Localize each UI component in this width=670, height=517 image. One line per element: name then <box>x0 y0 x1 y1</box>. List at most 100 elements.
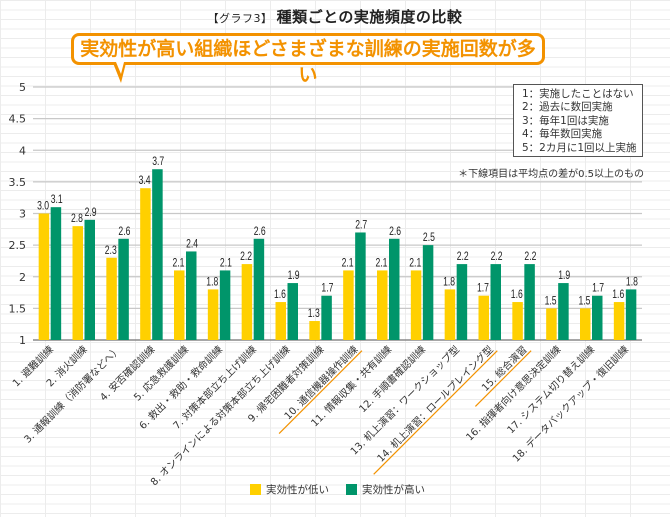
bar-high <box>456 264 468 340</box>
bar-high <box>186 251 197 340</box>
data-label-high: 2.6 <box>254 226 266 239</box>
data-label-low: 2.1 <box>375 257 387 270</box>
bar-high <box>524 264 535 340</box>
data-label-high: 3.7 <box>152 156 164 169</box>
data-label-low: 1.8 <box>443 276 455 289</box>
data-label-high: 2.1 <box>220 257 232 270</box>
data-label-high: 2.2 <box>491 251 503 264</box>
data-label-low: 2.1 <box>342 257 354 270</box>
data-label-low: 2.2 <box>240 251 252 264</box>
data-label-high: 2.2 <box>524 251 536 264</box>
data-labels: 3.02.82.33.42.11.82.21.61.32.1 2.1 2.11.8 1… <box>37 156 638 320</box>
data-label-high: 3.1 <box>51 194 63 207</box>
chart-title: 【グラフ3】 種類ごとの実施頻度の比較 <box>0 6 670 27</box>
data-label-low: 2.8 <box>71 213 83 226</box>
legend: 実効性が低い 実効性が高い <box>250 482 442 497</box>
bar-high <box>389 238 400 340</box>
bar-low <box>140 188 151 340</box>
x-tick-underline <box>474 350 532 407</box>
bars <box>38 169 637 340</box>
chart-number: 【グラフ3】 <box>207 12 273 25</box>
data-label-high: 2.9 <box>85 207 97 220</box>
bar-low <box>512 302 523 340</box>
data-label-high: 2.6 <box>389 226 401 239</box>
data-label-low: 1.3 <box>308 308 320 321</box>
scale-key-box: 1：実施したことはない 2：過去に数回実施 3：毎年1回は実施 4：毎年数回実施… <box>513 84 643 157</box>
data-label-high: 1.9 <box>558 270 570 283</box>
data-label-low: 1.6 <box>274 289 286 302</box>
callout-bubble: 実効性が高い組織ほどさまざまな訓練の実施回数が多い <box>71 33 545 86</box>
bar-low <box>410 270 422 340</box>
data-label-low: 2.1 <box>409 257 421 270</box>
x-tick-label: 18. データバックアップ・復旧訓練 <box>510 343 632 465</box>
x-tick-label-group: 15. 総合演習 <box>474 343 532 407</box>
legend-label-high: 実効性が高い <box>362 484 425 496</box>
data-label-high: 2.4 <box>186 238 198 251</box>
bar-high <box>422 245 434 340</box>
y-tick-label: 3.5 <box>9 176 27 189</box>
y-tick-label: 4 <box>19 144 26 157</box>
y-tick-label: 1 <box>19 334 26 347</box>
bar-low <box>444 289 456 340</box>
gridlines <box>33 86 642 341</box>
bar-low <box>478 295 489 340</box>
bar-low <box>174 270 185 340</box>
bar-low <box>546 308 557 340</box>
x-tick-underline <box>278 350 363 435</box>
y-tick-label: 2.5 <box>9 239 27 252</box>
callout-text: 実効性が高い組織ほどさまざまな訓練の実施回数が多い <box>80 38 536 86</box>
data-label-high: 2.6 <box>118 226 130 239</box>
bar-low <box>309 321 320 340</box>
bar-low <box>72 226 83 340</box>
bar-low <box>38 213 50 340</box>
bar-high <box>118 238 129 340</box>
bar-low <box>613 302 625 340</box>
bar-low <box>580 308 591 340</box>
data-label-low: 2.1 <box>172 257 184 270</box>
data-label-low: 1.6 <box>612 289 624 302</box>
y-axis-ticks: 1 1.5 2 2.5 3 3.5 4 4.5 5 <box>9 81 27 347</box>
scale-key-item: 3：毎年1回は実施 <box>522 114 609 127</box>
bar-high <box>592 295 603 340</box>
legend-swatch-high <box>346 484 357 495</box>
y-tick-label: 2 <box>19 271 26 284</box>
bar-high <box>50 207 62 340</box>
legend-label-low: 実効性が低い <box>266 484 329 496</box>
bar-high <box>152 169 163 340</box>
bar-high <box>287 283 298 340</box>
chart-title-text: 種類ごとの実施頻度の比較 <box>276 8 463 26</box>
data-label-low: 1.7 <box>477 283 489 296</box>
data-label-high: 1.7 <box>321 283 333 296</box>
bar-high <box>321 295 332 340</box>
scale-key-item: 1：実施したことはない <box>522 88 634 100</box>
data-label-low: 3.4 <box>139 175 151 188</box>
scale-key-item: 4：毎年数回実施 <box>522 128 603 141</box>
y-tick-label: 3 <box>19 208 26 221</box>
scale-key-item: 5：2カ月に1回以上実施 <box>522 141 637 154</box>
bar-low <box>241 264 253 340</box>
y-tick-label: 4.5 <box>9 113 27 126</box>
bar-high <box>558 283 569 340</box>
data-label-low: 1.5 <box>578 295 590 308</box>
callout-tail-inner <box>116 62 124 74</box>
bar-low <box>275 302 286 340</box>
legend-item-high: 実効性が高い <box>346 482 425 497</box>
legend-swatch-low <box>250 484 261 495</box>
bar-high <box>625 289 637 340</box>
legend-item-low: 実効性が低い <box>250 482 329 497</box>
bar-low <box>106 257 117 340</box>
data-label-low: 1.6 <box>511 289 523 302</box>
bar-high <box>253 238 265 340</box>
data-label-low: 1.8 <box>206 276 218 289</box>
data-label-high: 1.9 <box>288 270 300 283</box>
bar-low <box>377 270 388 340</box>
bar-low <box>343 270 354 340</box>
bar-high <box>219 270 231 340</box>
data-label-low: 1.5 <box>545 295 557 308</box>
scale-key-item: 2：過去に数回実施 <box>522 101 613 114</box>
data-label-high: 2.7 <box>355 219 367 232</box>
data-label-high: 2.5 <box>423 232 435 245</box>
bar-high <box>84 219 95 340</box>
